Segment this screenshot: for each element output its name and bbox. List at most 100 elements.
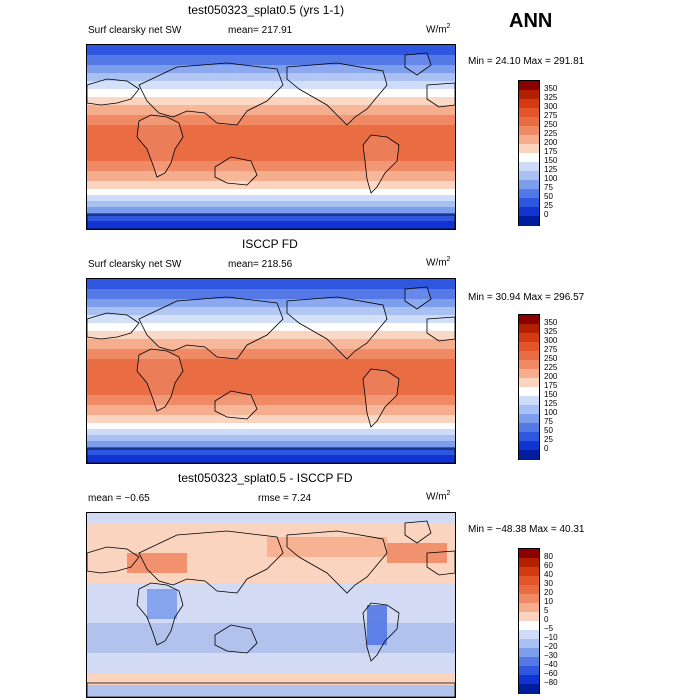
colorbar-tick-label: 225 (544, 363, 558, 372)
colorbar-swatch (519, 621, 539, 631)
colorbar-tick-label: 60 (544, 561, 553, 570)
colorbar-tick-label: 20 (544, 588, 553, 597)
colorbar-swatch (519, 666, 539, 676)
coastline (136, 114, 184, 178)
panel3-units: W/m2 (426, 490, 451, 503)
colorbar-tick-label: 250 (544, 120, 558, 129)
panel2-units: W/m2 (426, 256, 451, 269)
colorbar-tick-label: 225 (544, 129, 558, 138)
colorbar-swatch (519, 360, 539, 370)
panel1-minmax: Min = 24.10 Max = 291.81 (468, 56, 585, 67)
colorbar-tick-label: 100 (544, 174, 558, 183)
colorbar-swatch (519, 153, 539, 163)
coastline (136, 348, 184, 412)
colorbar-tick-label: 5 (544, 606, 549, 615)
colorbar-tick-label: 200 (544, 372, 558, 381)
colorbar-swatch (519, 369, 539, 379)
colorbar-tick-label: 50 (544, 192, 553, 201)
panel3-colorbar (518, 548, 540, 694)
colorbar-swatch (519, 99, 539, 109)
season-label: ANN (509, 10, 553, 32)
colorbar-swatch (519, 108, 539, 118)
coastline (87, 78, 140, 106)
colorbar-tick-label: 0 (544, 444, 549, 453)
colorbar-tick-label: 80 (544, 552, 553, 561)
coastline (138, 62, 284, 126)
colorbar-swatch (519, 171, 539, 181)
panel2-title: ISCCP FD (242, 237, 298, 251)
panel3-minmax: Min = −48.38 Max = 40.31 (468, 524, 585, 535)
coastline (87, 682, 455, 697)
colorbar-tick-label: 25 (544, 435, 553, 444)
coastline (214, 390, 258, 420)
coastline (87, 546, 140, 574)
coastline (426, 82, 455, 108)
coastline (214, 156, 258, 186)
colorbar-swatch (519, 351, 539, 361)
colorbar-swatch (519, 315, 539, 325)
colorbar-tick-label: 30 (544, 579, 553, 588)
panel1-colorbar (518, 80, 540, 226)
colorbar-swatch (519, 396, 539, 406)
colorbar-swatch (519, 549, 539, 559)
colorbar-tick-label: 0 (544, 210, 549, 219)
colorbar-swatch (519, 135, 539, 145)
colorbar-swatch (519, 117, 539, 127)
colorbar-tick-label: 175 (544, 381, 558, 390)
colorbar-swatch (519, 684, 539, 694)
coastline (286, 62, 388, 126)
panel3-title: test050323_splat0.5 - ISCCP FD (178, 471, 353, 485)
coastline (362, 602, 400, 662)
coastline (87, 312, 140, 340)
colorbar-tick-label: −40 (544, 660, 558, 669)
colorbar-swatch (519, 162, 539, 172)
colorbar-swatch (519, 603, 539, 613)
coastline (87, 448, 455, 463)
colorbar-tick-label: 200 (544, 138, 558, 147)
colorbar-tick-label: 100 (544, 408, 558, 417)
colorbar-tick-label: −80 (544, 678, 558, 687)
colorbar-swatch (519, 432, 539, 442)
colorbar-swatch (519, 612, 539, 622)
colorbar-swatch (519, 585, 539, 595)
panel3-mean: mean = −0.65 (88, 493, 150, 504)
coastline (426, 550, 455, 576)
colorbar-swatch (519, 180, 539, 190)
colorbar-swatch (519, 216, 539, 226)
colorbar-tick-label: 300 (544, 102, 558, 111)
coastline (138, 296, 284, 360)
colorbar-swatch (519, 144, 539, 154)
colorbar-swatch (519, 675, 539, 685)
colorbar-tick-label: 350 (544, 318, 558, 327)
colorbar-tick-label: 275 (544, 345, 558, 354)
colorbar-tick-label: 50 (544, 426, 553, 435)
colorbar-tick-label: 125 (544, 165, 558, 174)
colorbar-tick-label: 10 (544, 597, 553, 606)
colorbar-swatch (519, 648, 539, 658)
coastline (404, 286, 432, 310)
coastline (286, 530, 388, 594)
panel1-units: W/m2 (426, 23, 451, 36)
colorbar-swatch (519, 441, 539, 451)
panel2-mean: mean= 218.56 (228, 259, 293, 270)
colorbar-swatch (519, 126, 539, 136)
colorbar-tick-label: 125 (544, 399, 558, 408)
colorbar-swatch (519, 657, 539, 667)
panel3-map (86, 512, 456, 698)
panel1-map (86, 44, 456, 230)
colorbar-tick-label: 25 (544, 201, 553, 210)
colorbar-swatch (519, 81, 539, 91)
colorbar-swatch (519, 333, 539, 343)
colorbar-swatch (519, 342, 539, 352)
coastline (136, 582, 184, 646)
colorbar-tick-label: 75 (544, 417, 553, 426)
colorbar-swatch (519, 207, 539, 217)
colorbar-swatch (519, 567, 539, 577)
colorbar-swatch (519, 90, 539, 100)
panel2-map (86, 278, 456, 464)
panel2-minmax: Min = 30.94 Max = 296.57 (468, 292, 585, 303)
colorbar-tick-label: −60 (544, 669, 558, 678)
colorbar-tick-label: 275 (544, 111, 558, 120)
coastline (286, 296, 388, 360)
colorbar-tick-label: 175 (544, 147, 558, 156)
